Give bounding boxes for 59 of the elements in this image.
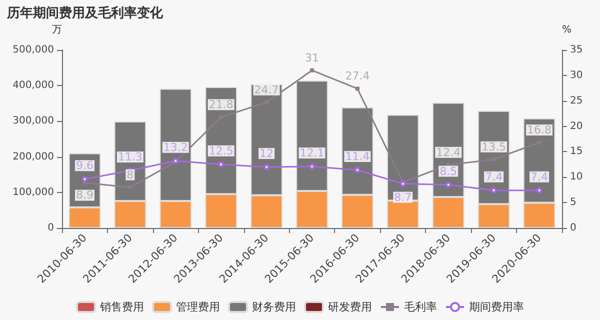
y-tick-label: 0 [48, 222, 54, 234]
point [218, 161, 224, 168]
data-label: 13.2 [163, 140, 188, 154]
legend-label: 财务费用 [252, 300, 296, 314]
data-label: 8.9 [76, 188, 94, 202]
y-tick-label: 200,000 [12, 151, 54, 162]
chart-title: 历年期间费用及毛利率变化 [6, 5, 164, 21]
legend-label: 研发费用 [328, 300, 372, 314]
y2-tick-label: 20 [570, 120, 583, 132]
point [490, 187, 497, 194]
data-label: 21.8 [208, 98, 234, 112]
y-tick-label: 400,000 [12, 80, 54, 92]
point [128, 185, 132, 190]
legend-label: 销售费用 [99, 300, 144, 314]
data-label: 16.8 [527, 124, 552, 137]
data-label: 12.1 [300, 146, 324, 160]
y2-axis-title: % [562, 24, 572, 36]
point [400, 180, 406, 187]
legend-label: 管理费用 [176, 300, 220, 314]
point [82, 176, 88, 182]
point [536, 187, 542, 194]
data-label: 12 [260, 146, 274, 160]
data-label: 8 [126, 168, 134, 182]
point [355, 86, 360, 91]
data-label: 7.4 [530, 170, 548, 184]
y2-tick-label: 5 [570, 197, 576, 208]
y2-tick-label: 30 [570, 70, 583, 81]
data-label: 12.5 [208, 144, 234, 158]
data-label: 27.4 [345, 70, 370, 83]
point [537, 140, 542, 145]
y-tick-label: 100,000 [12, 186, 54, 198]
point [264, 164, 270, 170]
point [310, 68, 314, 72]
data-label: 12.4 [436, 146, 461, 159]
data-label: 9.6 [76, 159, 94, 172]
data-label: 11.4 [345, 150, 370, 164]
y-tick-label: 300,000 [12, 116, 54, 127]
y2-tick-label: 25 [570, 95, 583, 106]
point [445, 182, 452, 188]
data-label: 7.4 [485, 170, 503, 184]
point [219, 115, 224, 120]
data-label: 24.7 [254, 83, 279, 96]
data-label: 11.3 [118, 150, 142, 164]
legend-label: 毛利率 [404, 300, 437, 314]
data-label: 13.5 [482, 140, 506, 154]
y2-tick-label: 10 [570, 172, 583, 183]
y-axis-title: 万 [52, 24, 62, 36]
point [309, 163, 315, 170]
y2-tick-label: 0 [570, 222, 576, 234]
legend-label: 期间费用率 [469, 300, 524, 314]
data-label: 8.7 [394, 190, 412, 204]
y-tick-label: 500,000 [12, 44, 54, 56]
data-label: 8.5 [440, 164, 458, 178]
point [264, 100, 269, 104]
y2-tick-label: 35 [570, 44, 583, 56]
point [354, 167, 360, 174]
data-label: 31 [305, 51, 319, 64]
y2-tick-label: 15 [570, 146, 583, 158]
point [492, 157, 496, 162]
